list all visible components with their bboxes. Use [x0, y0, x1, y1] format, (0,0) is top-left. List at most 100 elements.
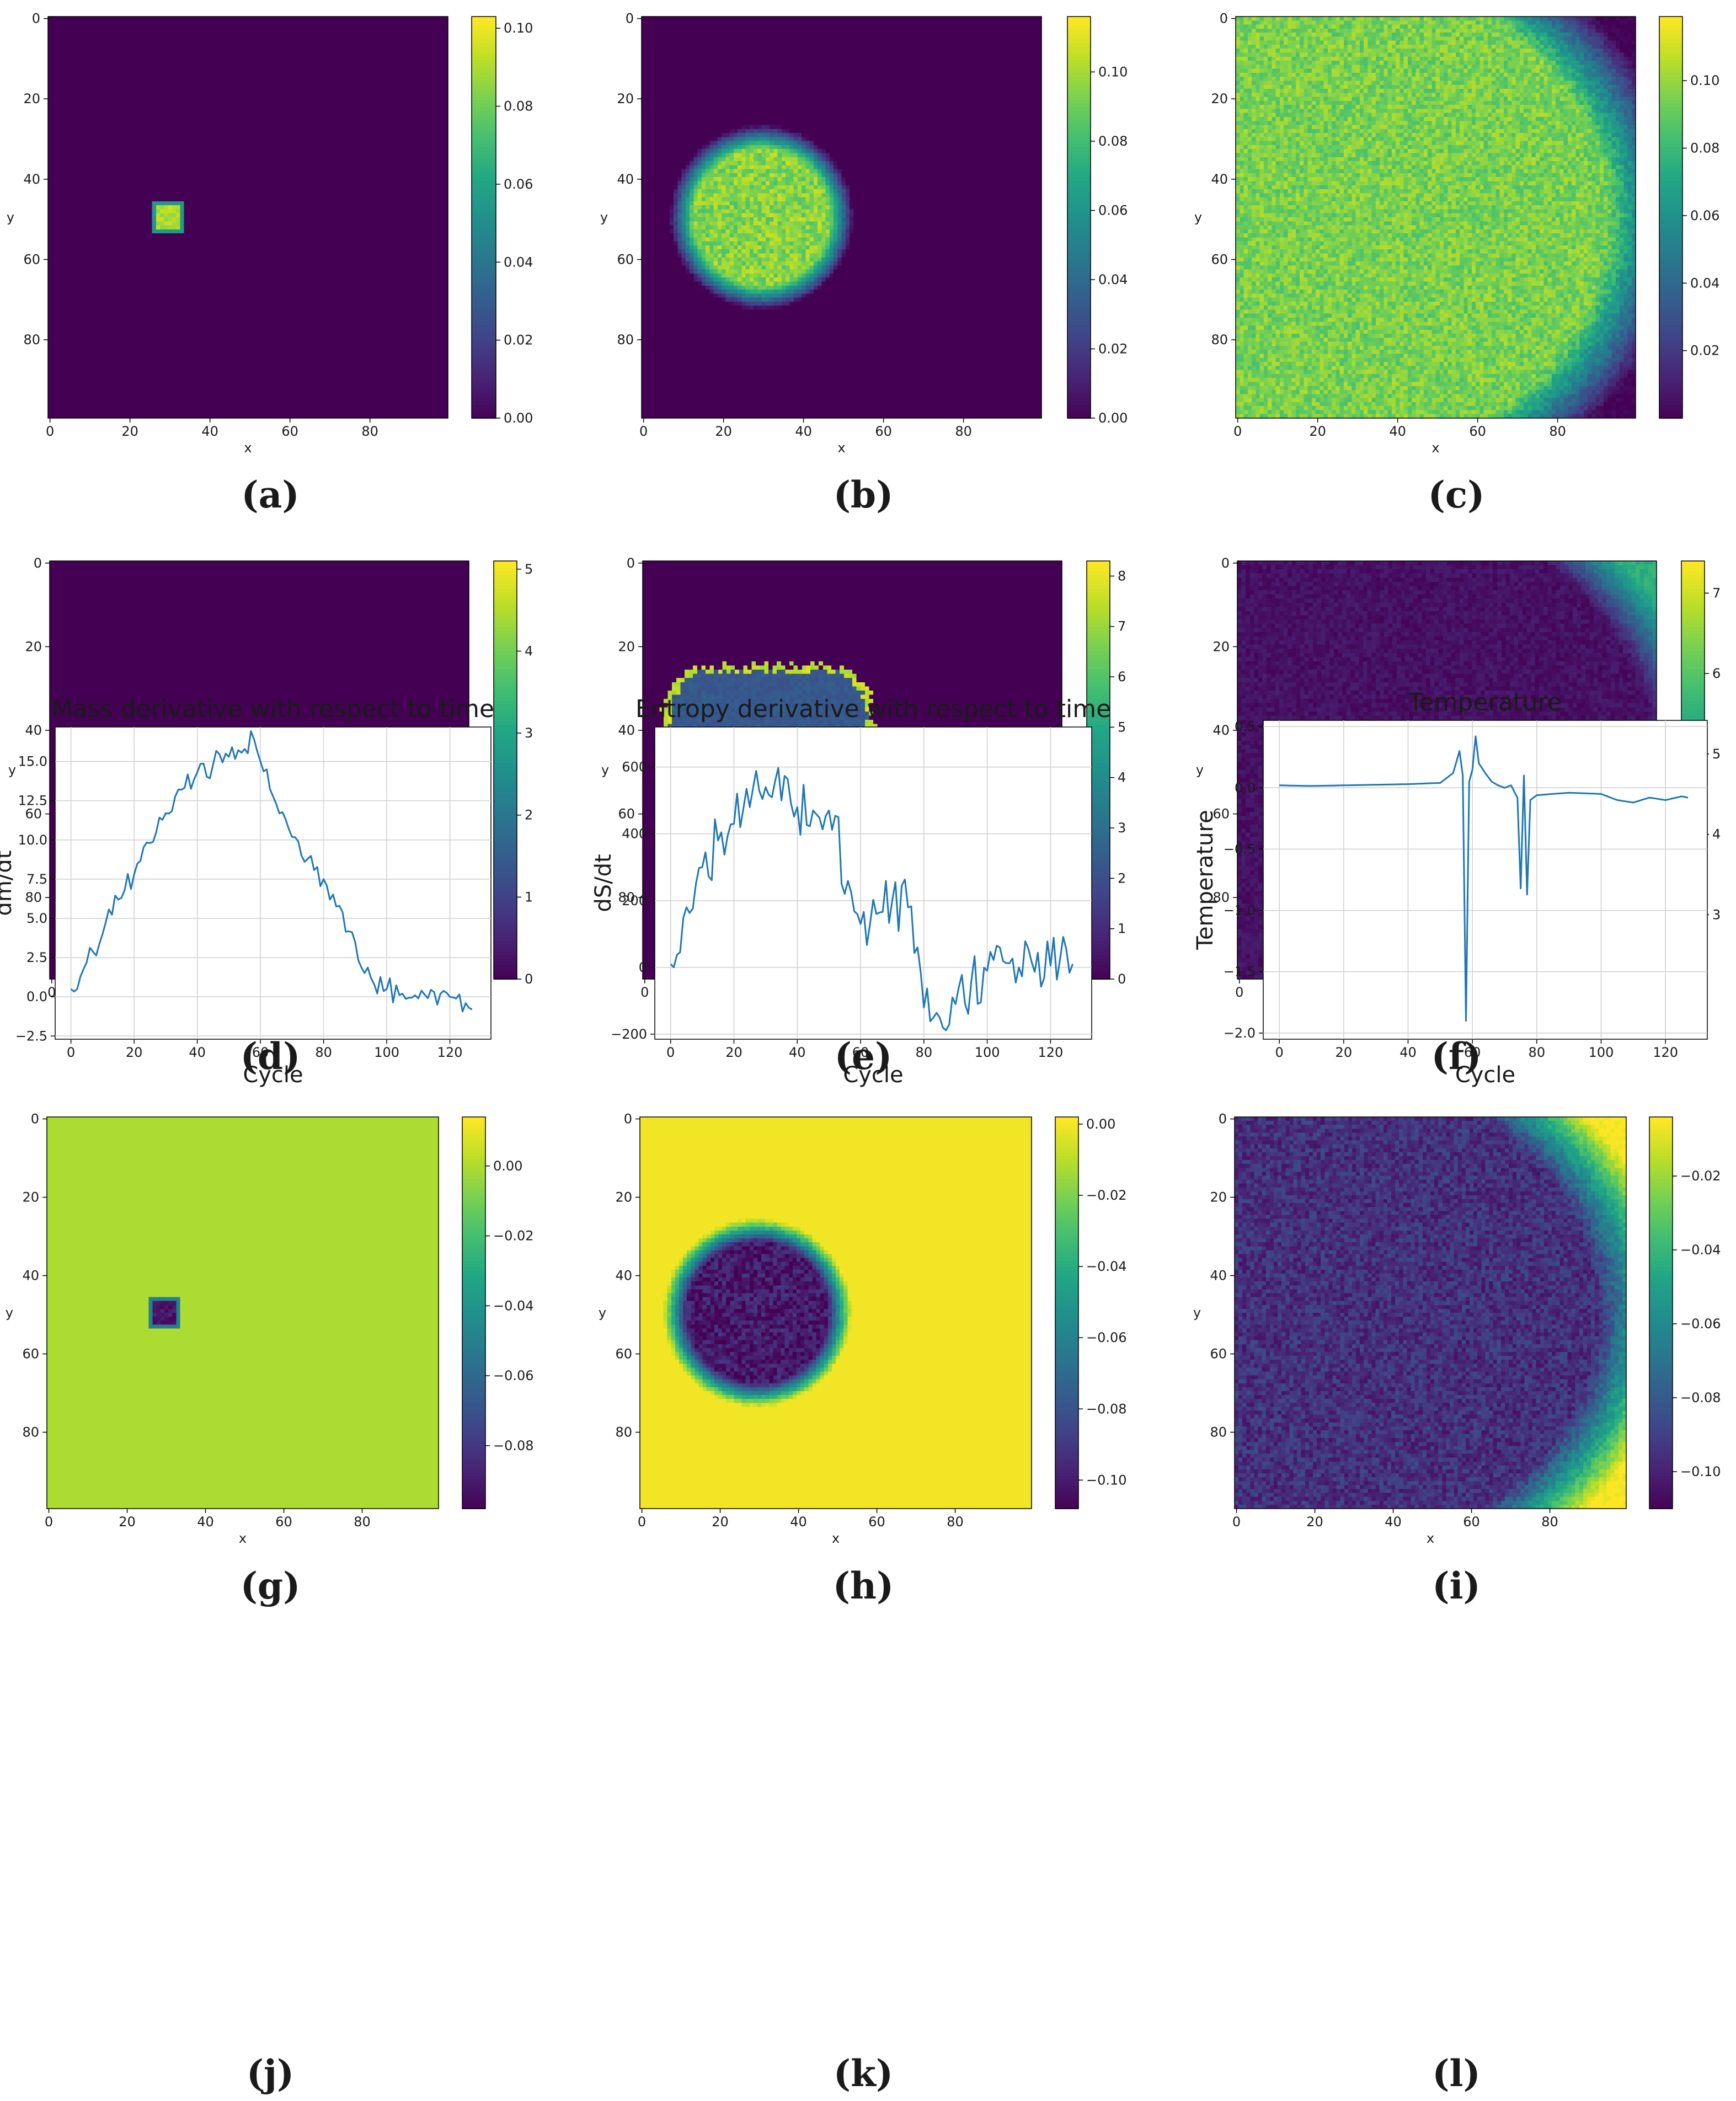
heatmap-cell — [436, 41, 440, 45]
heatmap-cell — [156, 29, 161, 33]
heatmap-cell — [204, 25, 209, 29]
heatmap-cell — [316, 20, 321, 25]
heatmap-cell — [156, 33, 161, 37]
heatmap-cell — [392, 36, 397, 41]
heatmap-cell — [52, 17, 56, 21]
heatmap-cell — [68, 41, 72, 45]
heatmap-cell — [296, 25, 301, 29]
heatmap-cell — [240, 20, 244, 25]
heatmap-cell — [404, 29, 408, 33]
heatmap-cell — [440, 25, 445, 29]
heatmap-cell — [304, 41, 308, 45]
heatmap-cell — [244, 17, 248, 21]
heatmap-cell — [312, 41, 317, 45]
heatmap-cell — [176, 33, 180, 37]
heatmap-cell — [48, 45, 52, 49]
heatmap-cell — [88, 45, 93, 49]
heatmap-cell — [428, 25, 432, 29]
heatmap-cell — [204, 36, 209, 41]
heatmap-cell — [176, 36, 180, 41]
heatmap-cell — [188, 20, 193, 25]
heatmap-cell — [164, 25, 168, 29]
heatmap-cell — [400, 41, 404, 45]
heatmap-cell — [396, 41, 400, 45]
heatmap-cell — [424, 36, 429, 41]
heatmap-cell — [196, 17, 200, 21]
heatmap-cell — [64, 33, 68, 37]
heatmap-cell — [152, 41, 157, 45]
heatmap-cell — [336, 33, 340, 37]
heatmap-cell — [108, 45, 113, 49]
heatmap-cell — [356, 29, 360, 33]
heatmap-cell — [412, 41, 416, 45]
heatmap-cell — [148, 45, 152, 49]
heatmap-cell — [124, 33, 129, 37]
heatmap-cell — [88, 17, 93, 21]
heatmap-cell — [400, 36, 404, 41]
heatmap-cell — [192, 25, 196, 29]
heatmap-cell — [232, 36, 237, 41]
heatmap-cell — [76, 29, 81, 33]
heatmap-cell — [116, 45, 120, 49]
heatmap-cell — [184, 25, 189, 29]
heatmap-cell — [292, 36, 296, 41]
heatmap-cell — [428, 17, 432, 21]
heatmap-cell — [372, 17, 376, 21]
heatmap-cell — [56, 41, 61, 45]
heatmap-cell — [432, 36, 436, 41]
heatmap-cell — [136, 29, 141, 33]
heatmap-cell — [304, 33, 308, 37]
heatmap-cell — [120, 33, 125, 37]
heatmap-cell — [256, 20, 260, 25]
heatmap-cell — [224, 33, 228, 37]
heatmap-cell — [188, 33, 193, 37]
heatmap-cell — [144, 17, 148, 21]
heatmap-cell — [80, 29, 84, 33]
heatmap-cell — [100, 41, 104, 45]
heatmap-cell — [116, 41, 120, 45]
heatmap-cell — [300, 29, 305, 33]
heatmap-cell — [304, 29, 308, 33]
heatmap-cell — [236, 17, 241, 21]
heatmap-cell — [100, 45, 104, 49]
heatmap-cell — [416, 41, 420, 45]
heatmap-cell — [332, 41, 336, 45]
heatmap-cell — [392, 29, 397, 33]
heatmap-cell — [432, 20, 436, 25]
heatmap-cell — [268, 17, 273, 21]
heatmap-cell — [384, 29, 388, 33]
heatmap-cell — [172, 17, 177, 21]
heatmap-cell — [384, 41, 388, 45]
heatmap-cell — [108, 41, 113, 45]
heatmap-cell — [176, 41, 180, 45]
heatmap-cell — [140, 25, 145, 29]
heatmap-cell — [168, 36, 173, 41]
heatmap-cell — [244, 25, 248, 29]
heatmap-cell — [308, 33, 312, 37]
heatmap-cell — [404, 25, 408, 29]
heatmap-cell — [80, 33, 84, 37]
heatmap-cell — [264, 17, 269, 21]
heatmap-cell — [224, 20, 228, 25]
heatmap-cell — [112, 45, 116, 49]
heatmap-cell — [336, 25, 340, 29]
heatmap-cell — [100, 17, 104, 21]
heatmap-cell — [252, 36, 257, 41]
heatmap-cell — [140, 33, 145, 37]
heatmap-cell — [356, 36, 360, 41]
heatmap-cell — [212, 20, 216, 25]
heatmap-cell — [332, 29, 336, 33]
heatmap-cell — [48, 25, 52, 29]
heatmap-cell — [92, 45, 97, 49]
heatmap-cell — [280, 36, 285, 41]
heatmap-cell — [68, 17, 72, 21]
heatmap-cell — [360, 17, 365, 21]
heatmap-cell — [244, 20, 248, 25]
heatmap-cell — [144, 25, 148, 29]
heatmap-cell — [92, 29, 97, 33]
heatmap-cell — [364, 29, 368, 33]
heatmap-cell — [352, 20, 356, 25]
heatmap-cell — [352, 17, 356, 21]
heatmap-cell — [356, 25, 360, 29]
heatmap-cell — [200, 17, 205, 21]
